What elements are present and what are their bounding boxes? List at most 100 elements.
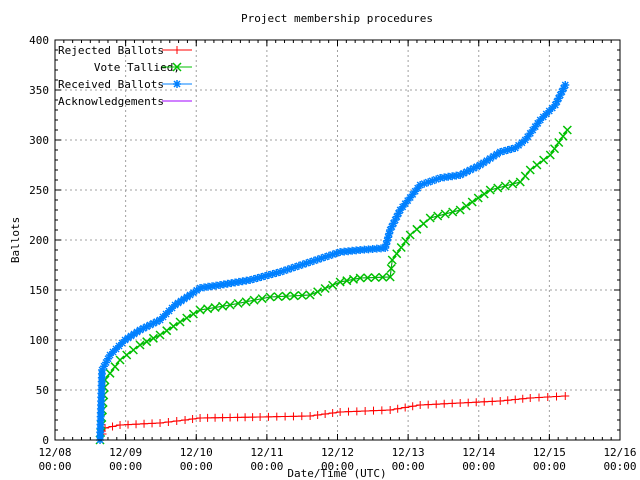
data-point: [386, 263, 396, 274]
data-point: [168, 304, 177, 312]
data-point: [241, 413, 250, 422]
data-point: [348, 274, 359, 284]
y-axis-label: Ballots: [9, 217, 22, 263]
data-point: [156, 419, 165, 427]
data-point: [208, 282, 217, 291]
data-point: [188, 415, 197, 423]
data-point: [156, 316, 165, 324]
data-point: [116, 421, 125, 429]
x-tick-label-date: 12/12: [321, 446, 354, 459]
data-point: [142, 337, 152, 347]
data-point: [195, 305, 205, 315]
data-point: [548, 104, 557, 112]
x-tick-label-time: 00:00: [392, 460, 425, 473]
data-point: [313, 287, 323, 297]
data-point: [249, 275, 258, 283]
data-point: [324, 251, 333, 260]
data-point: [360, 245, 369, 254]
data-point: [248, 413, 257, 422]
data-point: [159, 313, 168, 321]
x-tick-label-date: 12/14: [462, 446, 495, 459]
y-tick-label: 250: [29, 184, 49, 197]
data-point: [352, 246, 361, 255]
x-tick-label-time: 00:00: [533, 460, 566, 473]
data-point: [456, 171, 465, 179]
data-point: [462, 167, 471, 176]
data-point: [182, 313, 192, 323]
data-point: [289, 412, 298, 421]
data-point: [212, 281, 221, 290]
data-point: [370, 272, 380, 283]
data-point: [155, 330, 165, 340]
data-point: [218, 413, 227, 422]
series-line: [99, 84, 567, 441]
data-point: [549, 144, 560, 154]
data-point: [188, 309, 198, 319]
data-point: [440, 173, 449, 182]
data-point: [148, 419, 157, 428]
data-point: [396, 242, 406, 253]
data-point: [492, 150, 501, 159]
legend-marker: [172, 62, 182, 72]
x-tick-label-date: 12/08: [38, 446, 71, 459]
data-point: [456, 399, 465, 407]
data-point: [386, 226, 395, 234]
data-point: [408, 402, 417, 411]
data-point: [383, 236, 392, 245]
data-point: [556, 91, 565, 99]
data-point: [291, 263, 300, 271]
data-point: [392, 249, 402, 259]
data-point: [557, 87, 566, 96]
data-point: [122, 350, 132, 360]
data-point: [493, 183, 503, 193]
x-tick-label-date: 12/16: [603, 446, 636, 459]
data-point: [382, 240, 391, 249]
data-point: [381, 244, 390, 252]
data-point: [102, 358, 111, 367]
data-point: [115, 355, 125, 365]
legend: Rejected Ballots Vote Tallied, Received Ba…: [58, 44, 192, 108]
chart-title: Project membership procedures: [241, 12, 433, 25]
data-point: [104, 354, 113, 363]
data-point: [386, 406, 395, 414]
data-point: [425, 213, 435, 223]
data-point: [384, 233, 393, 242]
data-point: [233, 298, 243, 308]
data-point: [461, 201, 471, 211]
data-point: [469, 164, 478, 173]
data-point: [218, 301, 228, 311]
data-point: [328, 280, 338, 290]
data-point: [428, 176, 437, 185]
data-point: [124, 420, 133, 429]
data-point: [108, 422, 117, 431]
data-point: [467, 197, 477, 207]
data-point: [500, 181, 510, 191]
data-point: [489, 152, 498, 161]
data-point: [148, 333, 158, 343]
y-tick-label: 50: [36, 384, 49, 397]
data-point: [361, 407, 370, 415]
data-point: [552, 392, 561, 401]
data-point: [482, 156, 491, 165]
series-vote-tallied: [95, 125, 572, 445]
data-point: [507, 145, 516, 153]
x-tick-label-time: 00:00: [250, 460, 283, 473]
data-point: [539, 155, 549, 165]
data-point: [389, 219, 398, 228]
data-point: [344, 247, 353, 256]
data-point: [554, 94, 563, 103]
data-point: [368, 245, 377, 253]
data-point: [165, 307, 174, 315]
data-point: [320, 283, 330, 294]
data-point: [340, 247, 349, 256]
legend-label: Received Ballots: [58, 78, 164, 91]
data-point: [377, 406, 386, 415]
data-point: [257, 294, 267, 304]
data-point: [503, 146, 512, 154]
data-point: [110, 362, 120, 372]
data-point: [233, 413, 242, 422]
y-tick-label: 350: [29, 84, 49, 97]
data-point: [139, 324, 148, 333]
data-point: [342, 276, 352, 286]
data-point: [297, 290, 307, 300]
